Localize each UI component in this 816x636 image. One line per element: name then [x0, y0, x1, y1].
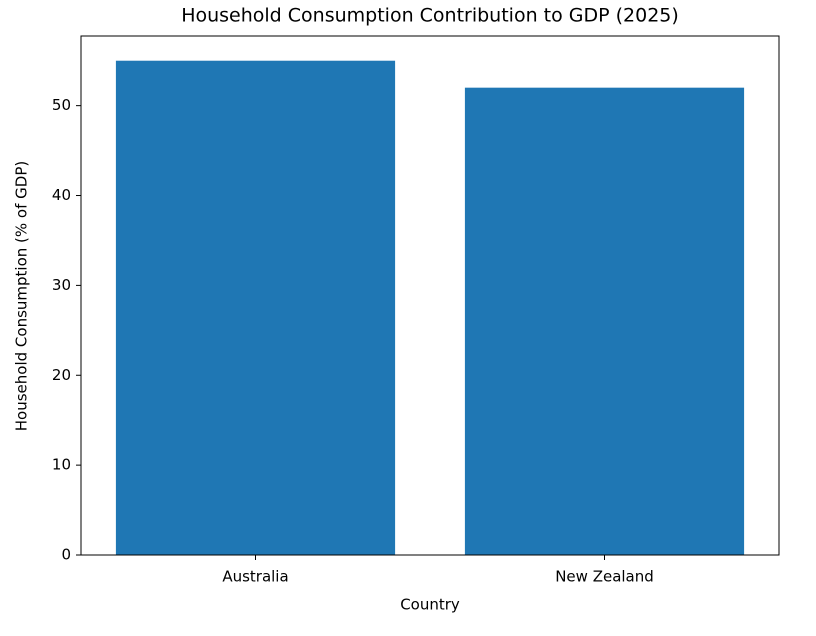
- x-axis-label: Country: [400, 596, 460, 614]
- y-tick-label: 10: [52, 456, 71, 474]
- plot-frame: [80, 35, 780, 556]
- y-tick-label: 50: [52, 96, 71, 114]
- y-tick-label: 20: [52, 366, 71, 384]
- bar: [115, 60, 396, 555]
- y-tick-label: 30: [52, 276, 71, 294]
- x-tick-label: Australia: [222, 568, 288, 586]
- y-axis-label: Household Consumption (% of GDP): [13, 161, 31, 431]
- chart-title: Household Consumption Contribution to GD…: [181, 5, 679, 27]
- y-tick-label: 0: [61, 546, 71, 564]
- x-tick-label: New Zealand: [555, 568, 654, 586]
- bar: [464, 87, 745, 555]
- y-tick-label: 40: [52, 186, 71, 204]
